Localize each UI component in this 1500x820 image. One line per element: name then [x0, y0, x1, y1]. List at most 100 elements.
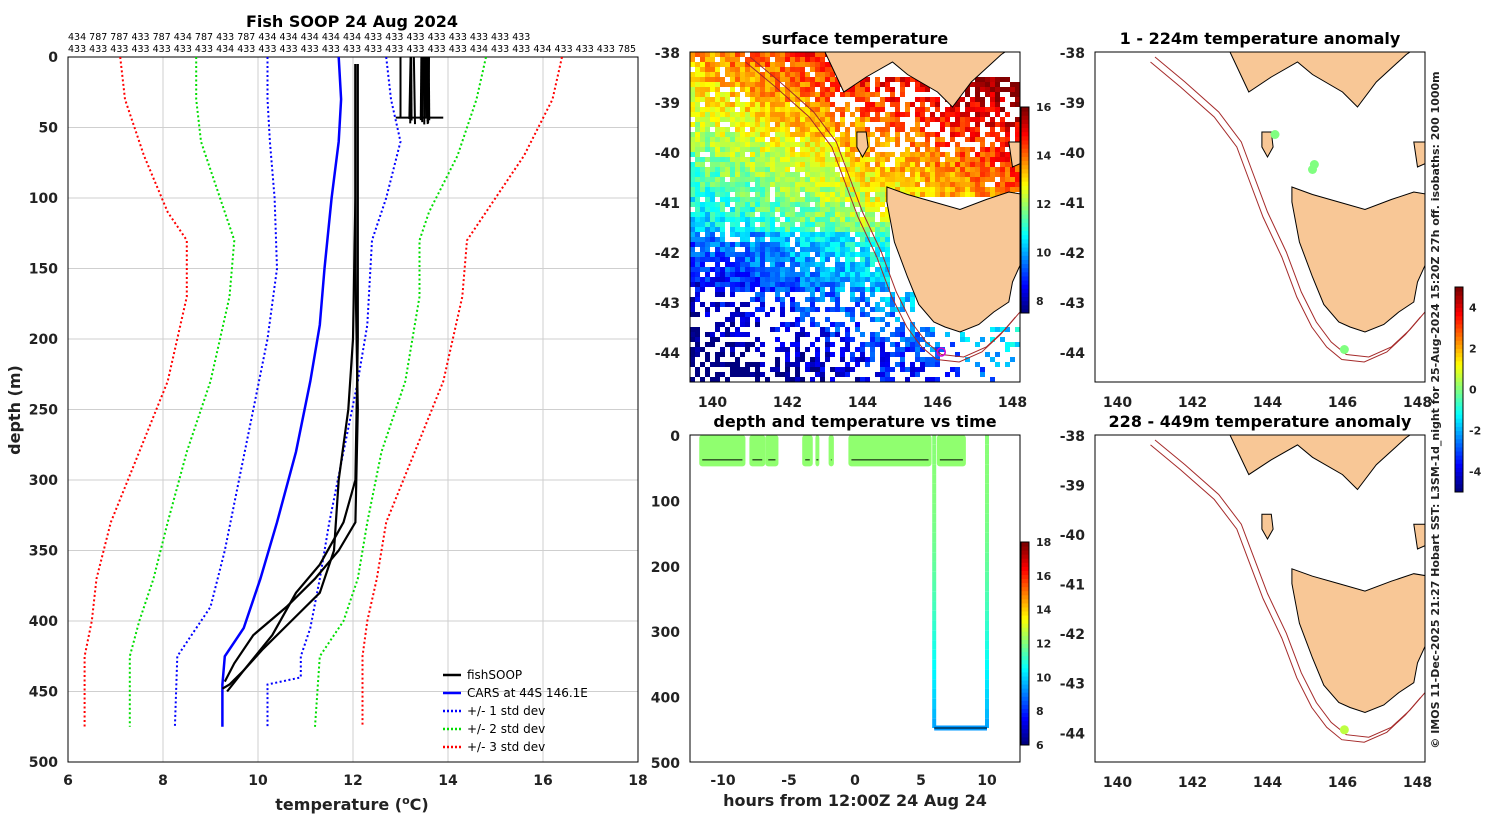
sst-pixel	[950, 132, 955, 137]
sst-pixel	[900, 92, 905, 97]
sst-pixel	[950, 182, 955, 187]
sst-pixel	[885, 182, 890, 187]
sst-pixel	[890, 352, 895, 357]
anomaly-point	[1339, 345, 1349, 354]
sst-pixel	[690, 152, 695, 157]
sst-pixel	[860, 277, 865, 282]
sst-pixel	[690, 347, 695, 352]
sst-pixel	[905, 187, 910, 192]
sst-pixel	[770, 67, 775, 72]
sst-pixel	[980, 82, 985, 87]
sst-pixel	[930, 162, 935, 167]
sst-pixel	[965, 177, 970, 182]
sst-pixel	[745, 157, 750, 162]
sst-pixel	[790, 172, 795, 177]
sst-pixel	[735, 222, 740, 227]
colorbar-band	[1021, 728, 1029, 734]
land-tasmania	[886, 186, 1020, 333]
sst-pixel	[900, 177, 905, 182]
sst-pixel	[690, 122, 695, 127]
colorbar-band	[1021, 611, 1029, 616]
sst-pixel	[795, 257, 800, 262]
sst-pixel	[950, 127, 955, 132]
sst-pixel	[690, 257, 695, 262]
sst-pixel	[1010, 87, 1015, 92]
sst-pixel	[860, 197, 865, 202]
sst-pixel	[930, 177, 935, 182]
anomaly-point	[1339, 725, 1349, 735]
sst-pixel	[725, 212, 730, 217]
sst-pixel	[785, 107, 790, 112]
sst-pixel	[785, 127, 790, 132]
sst-pixel	[720, 332, 725, 337]
sst-pixel	[855, 157, 860, 162]
sst-pixel	[880, 152, 885, 157]
sst-pixel	[715, 72, 720, 77]
sst-pixel	[850, 137, 855, 142]
sst-pixel	[875, 117, 880, 122]
sst-pixel	[760, 132, 765, 137]
sst-pixel	[745, 67, 750, 72]
sst-pixel	[945, 372, 950, 377]
sst-pixel	[790, 267, 795, 272]
colorbar-band	[1455, 369, 1463, 374]
sst-pixel	[890, 167, 895, 172]
sst-pixel	[865, 222, 870, 227]
sst-pixel	[740, 367, 745, 372]
sst-pixel	[850, 277, 855, 282]
sst-pixel	[720, 162, 725, 167]
sst-pixel	[765, 192, 770, 197]
x-tick-label: 18	[628, 773, 647, 789]
sst-pixel	[720, 62, 725, 67]
sst-pixel	[860, 167, 865, 172]
sst-pixel	[925, 182, 930, 187]
sst-pixel	[1000, 127, 1005, 132]
sst-pixel	[860, 117, 865, 122]
sst-pixel	[800, 222, 805, 227]
colorbar-band	[1455, 459, 1463, 464]
sst-pixel	[890, 307, 895, 312]
sst-pixel	[940, 187, 945, 192]
sst-pixel	[865, 157, 870, 162]
sst-pixel	[815, 247, 820, 252]
sst-pixel	[845, 132, 850, 137]
sst-pixel	[945, 187, 950, 192]
sst-pixel	[840, 192, 845, 197]
sst-pixel	[755, 77, 760, 82]
sst-pixel	[750, 272, 755, 277]
sst-pixel	[855, 177, 860, 182]
sst-pixel	[1000, 167, 1005, 172]
sst-pixel	[805, 102, 810, 107]
sst-pixel	[775, 57, 780, 62]
sst-pixel	[755, 307, 760, 312]
sst-pixel	[735, 332, 740, 337]
sst-pixel	[735, 67, 740, 72]
sst-pixel	[765, 92, 770, 97]
sst-pixel	[855, 377, 860, 382]
sst-pixel	[830, 202, 835, 207]
sst-pixel	[875, 332, 880, 337]
sst-pixel	[715, 82, 720, 87]
sst-pixel	[800, 377, 805, 382]
sst-pixel	[855, 282, 860, 287]
sst-pixel	[750, 87, 755, 92]
sst-pixel	[960, 122, 965, 127]
sst-pixel	[710, 142, 715, 147]
sst-pixel	[755, 92, 760, 97]
sst-pixel	[730, 302, 735, 307]
sst-pixel	[975, 182, 980, 187]
sst-pixel	[760, 157, 765, 162]
sst-pixel	[705, 77, 710, 82]
sst-pixel	[960, 192, 965, 197]
sst-pixel	[865, 312, 870, 317]
sst-pixel	[735, 162, 740, 167]
sst-pixel	[850, 192, 855, 197]
sst-pixel	[885, 252, 890, 257]
sst-pixel	[720, 142, 725, 147]
sst-pixel	[840, 282, 845, 287]
sst-pixel	[715, 62, 720, 67]
sst-pixel	[960, 152, 965, 157]
sst-pixel	[815, 112, 820, 117]
sst-pixel	[890, 92, 895, 97]
sst-pixel	[800, 127, 805, 132]
